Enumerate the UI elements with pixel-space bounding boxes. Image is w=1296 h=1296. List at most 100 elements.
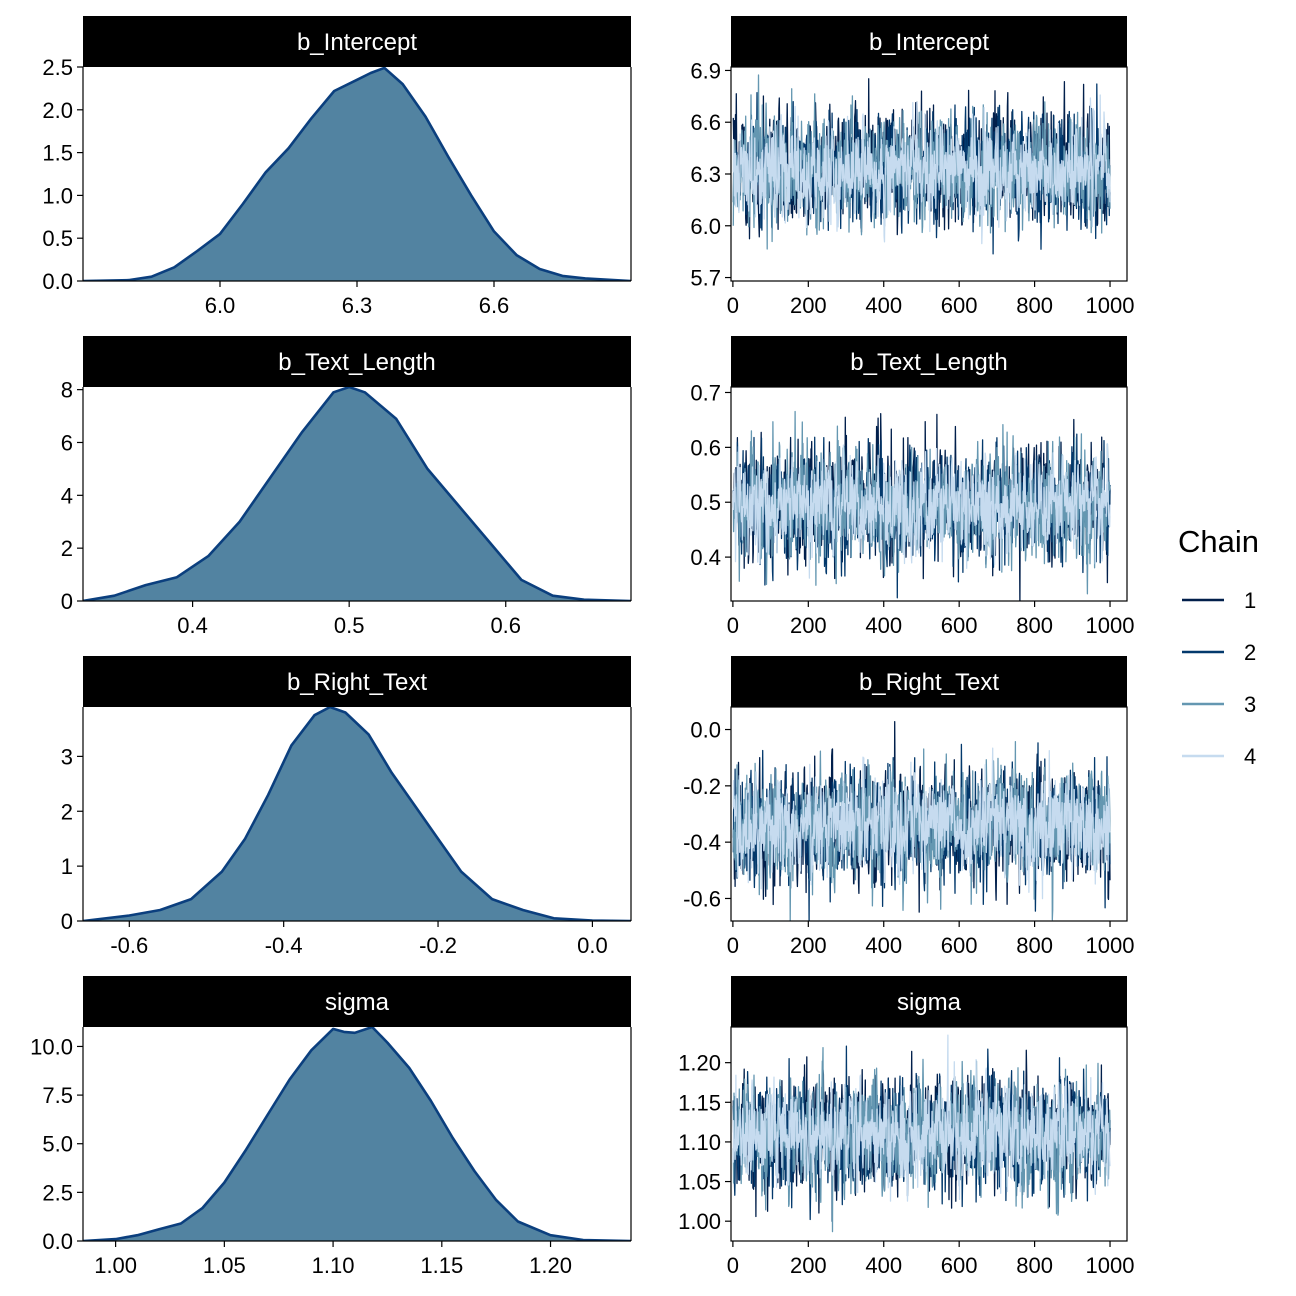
y-tick-label: 0.5: [42, 226, 73, 251]
density-line: [83, 387, 631, 601]
strip-background: [731, 976, 1127, 1027]
y-tick-label: 7.5: [42, 1083, 73, 1108]
x-tick-label: 0: [727, 933, 739, 958]
strip-label: b_Text_Length: [850, 349, 1007, 376]
strip-label: b_Right_Text: [859, 669, 999, 696]
x-tick-label: 1000: [1086, 293, 1135, 318]
strip-background: [731, 16, 1127, 67]
density-line: [83, 707, 631, 921]
x-tick-label: 0.4: [177, 613, 208, 638]
x-tick-label: 1000: [1086, 1253, 1135, 1278]
x-tick-label: 400: [865, 1253, 902, 1278]
density-line: [83, 1027, 631, 1241]
panel-trace-b_Text_Length: b_Text_Length 0.4 0.5 0.6 0.7 0 200 400 600 800 10…: [690, 336, 1135, 638]
x-tick-label: 6.3: [342, 293, 373, 318]
panel-trace-b_Right_Text: b_Right_Text -0.6 -0.4 -0.2 0.0 0 200 400 600 800…: [683, 656, 1135, 958]
strip-background: [83, 976, 631, 1027]
y-tick-label: 0.4: [690, 545, 721, 570]
legend-label-chain-4: 4: [1244, 744, 1256, 769]
y-tick-label: 2: [61, 799, 73, 824]
x-tick-label: 800: [1016, 293, 1053, 318]
x-tick-label: 0: [727, 1253, 739, 1278]
strip-background: [83, 336, 631, 387]
x-tick-label: 200: [790, 293, 827, 318]
trace-line-chain-4: [732, 747, 1111, 900]
y-tick-label: 2.5: [42, 55, 73, 80]
x-tick-label: 600: [941, 613, 978, 638]
panel-density-b_Text_Length: b_Text_Length 0 2 4 6 8 0.4 0.5 0.6: [61, 336, 632, 638]
y-tick-label: 0.7: [690, 380, 721, 405]
y-tick-label: 1.20: [678, 1051, 721, 1076]
x-tick-label: -0.4: [265, 933, 303, 958]
panel-density-b_Right_Text: b_Right_Text 0 1 2 3 -0.6 -0.4 -0.2 0.0: [61, 656, 632, 958]
panel-border: [730, 1026, 1128, 1242]
y-tick-label: 1.00: [678, 1209, 721, 1234]
y-tick-label: 0.0: [690, 718, 721, 743]
trace-line-chain-4: [732, 94, 1111, 245]
x-tick-label: 0: [727, 293, 739, 318]
x-tick-label: 0.0: [577, 933, 608, 958]
density-fill: [83, 707, 631, 921]
strip-background: [731, 656, 1127, 707]
x-tick-label: 200: [790, 1253, 827, 1278]
y-tick-label: 0: [61, 909, 73, 934]
x-tick-label: 1000: [1086, 933, 1135, 958]
y-tick-label: 5.7: [690, 266, 721, 291]
strip-background: [83, 656, 631, 707]
x-tick-label: 0: [727, 613, 739, 638]
y-tick-label: 8: [61, 378, 73, 403]
strip-label: b_Text_Length: [278, 349, 435, 376]
y-tick-label: 6.0: [690, 214, 721, 239]
y-tick-label: 2.0: [42, 98, 73, 123]
panel-density-sigma: sigma 0.0 2.5 5.0 7.5 10.0 1.00 1.05 1.10 1.15 1.2…: [30, 976, 632, 1278]
strip-label: b_Intercept: [297, 29, 417, 56]
legend-entries: 1 2 3 4: [1182, 588, 1256, 769]
density-fill: [83, 1027, 631, 1241]
x-tick-label: 800: [1016, 613, 1053, 638]
x-tick-label: 6.6: [479, 293, 510, 318]
legend-label-chain-1: 1: [1244, 588, 1256, 613]
x-tick-label: 1000: [1086, 613, 1135, 638]
panel-border: [730, 386, 1128, 602]
density-fill: [83, 67, 631, 281]
x-tick-label: 800: [1016, 933, 1053, 958]
panel-trace-sigma: sigma 1.00 1.05 1.10 1.15 1.20 0 200 400 600 800 10…: [678, 976, 1135, 1278]
y-tick-label: 1: [61, 854, 73, 879]
y-tick-label: 0.5: [690, 490, 721, 515]
y-tick-label: 0.0: [42, 269, 73, 294]
plot-area: [83, 387, 631, 601]
x-tick-label: 600: [941, 1253, 978, 1278]
x-tick-label: 1.00: [94, 1253, 137, 1278]
density-fill: [83, 387, 631, 601]
plot-area: [732, 410, 1111, 601]
y-tick-label: 6: [61, 430, 73, 455]
x-tick-label: 800: [1016, 1253, 1053, 1278]
y-tick-label: 2: [61, 536, 73, 561]
x-tick-label: 200: [790, 613, 827, 638]
strip-label: sigma: [325, 989, 390, 1016]
y-tick-label: 5.0: [42, 1132, 73, 1157]
x-tick-label: 1.20: [529, 1253, 572, 1278]
legend-title: Chain: [1178, 524, 1259, 559]
y-tick-label: 1.15: [678, 1090, 721, 1115]
plot-area: [732, 74, 1111, 255]
x-tick-label: -0.6: [110, 933, 148, 958]
x-tick-label: 600: [941, 293, 978, 318]
y-tick-label: 0.6: [690, 435, 721, 460]
legend-label-chain-3: 3: [1244, 692, 1256, 717]
panel-density-b_Intercept: b_Intercept 0.0 0.5 1.0 1.5 2.0 2.5 6.0 6.3 6.6: [42, 16, 632, 318]
strip-background: [83, 16, 631, 67]
strip-background: [731, 336, 1127, 387]
x-tick-label: 1.15: [420, 1253, 463, 1278]
y-tick-label: 10.0: [30, 1034, 73, 1059]
plot-area: [83, 1027, 631, 1241]
y-tick-label: 1.0: [42, 183, 73, 208]
x-tick-label: 6.0: [205, 293, 236, 318]
panel-trace-b_Intercept: b_Intercept 5.7 6.0 6.3 6.6 6.9 0 200 400 600 800 1…: [690, 16, 1135, 318]
plot-area: [732, 1034, 1111, 1233]
strip-label: b_Right_Text: [287, 669, 427, 696]
x-tick-label: -0.2: [419, 933, 457, 958]
